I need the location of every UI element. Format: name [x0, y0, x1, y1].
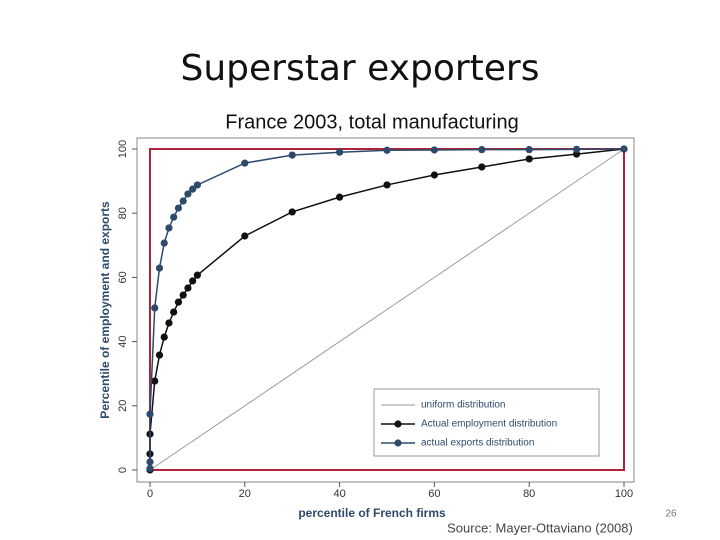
data-point [525, 155, 533, 163]
data-point [193, 271, 201, 279]
data-point [155, 264, 164, 272]
data-point [430, 171, 438, 179]
data-point [383, 146, 391, 154]
data-point [193, 181, 201, 189]
data-point [430, 146, 438, 154]
data-point [165, 319, 173, 327]
legend-label: uniform distribution [421, 400, 505, 411]
data-point [336, 193, 344, 201]
data-point [184, 284, 192, 292]
plot-frame [136, 137, 635, 483]
slide-number: 26 [665, 509, 677, 520]
data-point [146, 464, 154, 472]
x-tick-label: 60 [428, 488, 440, 500]
data-point [165, 224, 173, 232]
data-point [383, 181, 391, 189]
data-point [525, 146, 533, 154]
series-line [149, 148, 625, 470]
data-point [288, 208, 296, 216]
legend-marker [394, 420, 402, 428]
data-point [184, 190, 192, 198]
data-point [146, 410, 154, 418]
data-point [151, 304, 159, 312]
slide-title: Superstar exporters [181, 48, 540, 89]
data-point [478, 163, 486, 171]
data-point [189, 277, 197, 285]
data-point [573, 145, 581, 153]
data-point [478, 146, 486, 154]
data-point [179, 197, 187, 205]
data-point [174, 204, 183, 212]
data-point [241, 159, 249, 167]
data-point [151, 377, 159, 385]
y-tick-label: 20 [117, 400, 129, 412]
x-tick-label: 40 [333, 488, 345, 500]
x-tick-label: 20 [239, 488, 251, 500]
legend-box [373, 388, 600, 457]
y-tick-label: 60 [117, 271, 129, 283]
data-point [241, 232, 249, 240]
x-axis-label: percentile of French firms [298, 506, 446, 520]
y-tick-label: 100 [117, 140, 129, 158]
source-note: Source: Mayer-Ottaviano (2008) [447, 520, 633, 535]
data-point [620, 145, 628, 153]
y-axis-label: Percentile of employment and exports [98, 201, 112, 419]
legend-label: actual exports distribution [421, 438, 534, 449]
y-tick-label: 0 [117, 467, 129, 473]
y-tick-label: 40 [117, 335, 129, 347]
y-tick-label: 80 [117, 207, 129, 219]
data-point [179, 291, 187, 299]
data-point [189, 185, 197, 193]
x-tick-label: 100 [615, 488, 633, 500]
legend-marker [394, 439, 402, 447]
series-line [149, 148, 625, 471]
chart-subtitle: France 2003, total manufacturing [225, 111, 519, 133]
data-point [160, 333, 168, 341]
data-point [146, 458, 154, 466]
data-point [174, 298, 183, 306]
x-tick-label: 80 [523, 488, 535, 500]
data-point [170, 308, 178, 316]
data-point [336, 148, 344, 156]
data-point [160, 239, 168, 247]
data-point [155, 351, 164, 359]
data-point [288, 151, 296, 159]
x-tick-label: 0 [147, 488, 153, 500]
legend-label: Actual employment distribution [421, 419, 557, 430]
data-point [170, 213, 178, 221]
